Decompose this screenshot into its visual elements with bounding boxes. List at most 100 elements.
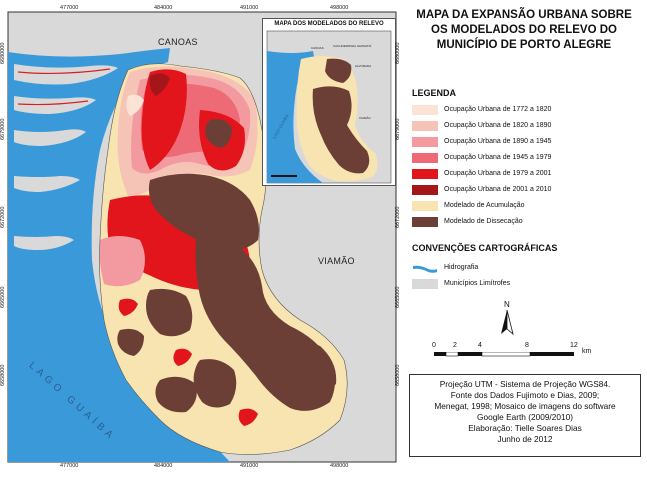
place-label-viamao: VIAMÃO: [318, 256, 355, 266]
legend-label: Ocupação Urbana de 1772 a 1820: [444, 106, 552, 113]
scale-bar: 0 2 4 8 12 km: [432, 342, 592, 366]
y-tick-right: 6672000: [395, 206, 401, 228]
north-label: N: [504, 300, 510, 309]
delta-island: [14, 96, 96, 114]
credit-line: Junho de 2012: [497, 434, 553, 444]
legend-swatch: [412, 136, 438, 147]
inset-label: GRAVATAÍ: [357, 44, 371, 48]
legend-label: Municípios Limítrofes: [444, 280, 511, 287]
urban-2001-2010: [149, 73, 170, 96]
legend-label: Ocupação Urbana de 1945 a 1979: [444, 154, 552, 161]
dissection-relief: [205, 119, 232, 148]
legend-label: Modelado de Acumulação: [444, 202, 525, 209]
legend-item: Ocupação Urbana de 1890 a 1945: [412, 135, 551, 148]
inset-title: MAPA DOS MODELADOS DO RELEVO: [274, 21, 384, 27]
inset-map: MAPA DOS MODELADOS DO RELEVO CANOAS CACH…: [262, 18, 396, 186]
hydrography-swatch: [413, 265, 437, 273]
place-label-canoas: CANOAS: [158, 37, 198, 47]
credit-line: Fonte dos Dados Fujimoto e Dias, 2009;: [450, 390, 600, 400]
urban-1890-1945: [99, 236, 145, 287]
legend-swatch: [412, 200, 438, 211]
scale-tick: 2: [453, 342, 457, 349]
legend-heading: LEGENDA: [412, 88, 457, 98]
y-tick-right: 6658000: [395, 364, 401, 386]
legend-item: Modelado de Dissecação: [412, 215, 523, 228]
y-tick-right: 6665000: [395, 286, 401, 308]
legend-swatch: [412, 184, 438, 195]
inset-water: [267, 51, 323, 183]
y-tick-left: 6679000: [0, 118, 6, 140]
hydro-channel: [17, 68, 111, 75]
scale-tick: 12: [570, 342, 578, 349]
legend-label: Hidrografia: [444, 264, 479, 271]
y-tick-right: 6679000: [395, 118, 401, 140]
y-tick-left: 6672000: [0, 206, 6, 228]
inset-label: CANOAS: [311, 46, 324, 50]
dissection-relief: [148, 173, 259, 251]
scale-tick: 0: [432, 342, 436, 349]
legend-item: Ocupação Urbana de 1979 a 2001: [412, 167, 551, 180]
legend-label: Ocupação Urbana de 1820 a 1890: [444, 122, 552, 129]
north-arrow: N: [495, 300, 519, 336]
legend-item: Ocupação Urbana de 1772 a 1820: [412, 103, 551, 116]
delta-island: [14, 236, 74, 250]
x-tick-top: 498000: [330, 5, 349, 11]
urban-1979-2001: [238, 408, 258, 426]
x-tick-top: 484000: [154, 5, 173, 11]
legend-item: Ocupação Urbana de 2001 a 2010: [412, 183, 551, 196]
dissection-relief: [117, 328, 144, 356]
credit-line: Elaboração: Tielle Soares Dias: [468, 423, 582, 433]
map-title-line: OS MODELADOS DO RELEVO DO: [431, 24, 617, 36]
y-tick-left: 6665000: [0, 286, 6, 308]
dissection-relief: [155, 376, 197, 413]
main-map: CANOAS VIAMÃO LAGO GUAÍBA 477000 484000 …: [0, 5, 397, 469]
convention-item: Municípios Limítrofes: [412, 277, 510, 290]
legend-item: Ocupação Urbana de 1820 a 1890: [412, 119, 551, 132]
map-title: MAPA DA EXPANSÃO URBANA SOBRE OS MODELAD…: [406, 8, 642, 53]
map-title-line: MAPA DA EXPANSÃO URBANA SOBRE: [416, 9, 632, 21]
x-tick-bottom: 484000: [154, 463, 173, 469]
x-tick-bottom: 477000: [60, 463, 79, 469]
inset-label: VIAMÃO: [359, 115, 371, 120]
x-tick-bottom: 491000: [240, 463, 259, 469]
credits-box: Projeção UTM - Sistema de Projeção WGS84…: [409, 374, 641, 457]
delta-island: [14, 129, 86, 146]
scale-unit: km: [582, 348, 592, 355]
inset-canvas: CANOAS CACHOEIRINHA GRAVATAÍ ALVORADA VI…: [266, 30, 392, 184]
dissection-relief: [193, 359, 237, 408]
urban-1979-2001: [118, 298, 138, 316]
dissection-relief: [146, 288, 193, 337]
y-tick-left: 6658000: [0, 364, 6, 386]
legend-swatch: [412, 152, 438, 163]
inset-scale-bar: [271, 175, 297, 177]
conventions-heading: CONVENÇÕES CARTOGRÁFICAS: [412, 243, 558, 253]
credit-line: Menegat, 1998; Mosaico de imagens do sof…: [434, 401, 616, 411]
legend-swatch: [412, 278, 438, 289]
urban-1979-2001: [173, 348, 192, 366]
legend-label: Ocupação Urbana de 1890 a 1945: [444, 138, 552, 145]
legend-swatch: [412, 216, 438, 227]
inset-label: CACHOEIRINHA: [333, 44, 356, 48]
urban-1772-1820: [126, 94, 144, 116]
legend-item: Ocupação Urbana de 1945 a 1979: [412, 151, 551, 164]
delta-island: [14, 64, 118, 85]
inset-label: ALVORADA: [355, 64, 371, 68]
x-tick-top: 491000: [240, 5, 259, 11]
inset-dissection: [312, 86, 370, 174]
hydro-channel: [17, 100, 89, 106]
municipal-boundary: [99, 63, 348, 455]
x-tick-bottom: 498000: [330, 463, 349, 469]
convention-item: Hidrografia: [412, 261, 478, 274]
delta-island: [14, 176, 80, 192]
north-arrow-icon: [501, 310, 514, 336]
legend-label: Ocupação Urbana de 1979 a 2001: [444, 170, 552, 177]
credit-line: Google Earth (2009/2010): [477, 412, 573, 422]
lago-guaiba-water: [8, 48, 230, 462]
legend-swatch: [412, 168, 438, 179]
credit-line: Projeção UTM - Sistema de Projeção WGS84…: [439, 379, 611, 389]
y-tick-right: 6680000: [395, 42, 401, 64]
map-title-line: MUNICÍPIO DE PORTO ALEGRE: [436, 39, 612, 51]
y-tick-left: 6680000: [0, 42, 6, 64]
legend-swatch: [412, 104, 438, 115]
scale-tick: 4: [478, 342, 482, 349]
